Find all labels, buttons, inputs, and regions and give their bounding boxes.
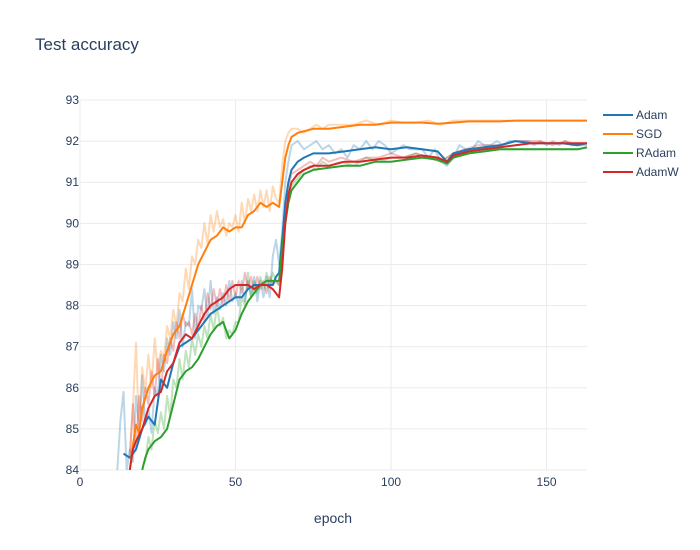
legend-label: RAdam [636,146,676,160]
x-tick-label: 50 [229,475,243,489]
legend-item-sgd[interactable]: SGD [603,127,662,141]
x-tick-label: 100 [381,475,401,489]
y-tick-label: 89 [66,257,80,271]
y-tick-label: 91 [66,175,80,189]
axes: 84 85 86 87 88 89 90 91 92 93 0 50 100 150 [66,93,557,489]
x-tick-label: 150 [537,475,557,489]
series-layer [116,119,587,470]
y-tick-label: 87 [66,340,80,354]
series-raw-adamw [128,140,587,458]
series-raw-sgd [128,119,587,454]
x-tick-label: 0 [77,475,84,489]
y-tick-label: 85 [66,422,80,436]
legend-item-adamw[interactable]: AdamW [603,165,679,179]
legend-item-adam[interactable]: Adam [603,108,667,122]
legend-item-radam[interactable]: RAdam [603,146,676,160]
series-line-sgd [128,119,587,470]
grid [79,99,587,471]
chart-title: Test accuracy [35,35,139,54]
y-tick-label: 88 [66,299,80,313]
y-tick-label: 86 [66,381,80,395]
y-tick-label: 92 [66,134,80,148]
series-line-adamw [128,142,587,470]
y-tick-label: 90 [66,216,80,230]
y-tick-label: 84 [66,463,80,477]
legend-label: SGD [636,127,662,141]
x-axis-label: epoch [314,510,352,526]
legend[interactable]: Adam SGD RAdam AdamW [603,108,679,179]
y-tick-label: 93 [66,93,80,107]
legend-label: Adam [636,108,667,122]
series-raw-adam [116,140,587,470]
legend-label: AdamW [636,165,679,179]
